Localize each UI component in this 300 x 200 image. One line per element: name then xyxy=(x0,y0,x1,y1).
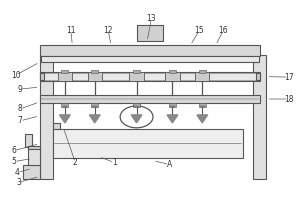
Polygon shape xyxy=(131,115,142,123)
Polygon shape xyxy=(89,115,100,123)
Bar xyxy=(40,73,44,80)
Bar xyxy=(61,103,68,107)
Text: 5: 5 xyxy=(12,157,16,166)
Text: 4: 4 xyxy=(15,168,20,177)
Bar xyxy=(25,134,32,147)
Bar xyxy=(165,72,180,81)
Text: 18: 18 xyxy=(284,95,294,104)
Bar xyxy=(53,123,60,129)
Text: 13: 13 xyxy=(147,14,156,23)
Bar xyxy=(133,70,140,73)
Polygon shape xyxy=(131,115,142,123)
Polygon shape xyxy=(167,115,178,123)
Bar xyxy=(40,95,260,103)
Text: 16: 16 xyxy=(218,26,228,35)
Bar xyxy=(28,146,40,149)
Bar xyxy=(28,147,40,165)
Text: 7: 7 xyxy=(18,116,22,125)
Bar xyxy=(91,103,98,107)
Bar xyxy=(170,106,175,107)
Circle shape xyxy=(120,106,153,128)
Bar xyxy=(91,70,98,73)
Bar xyxy=(199,103,206,107)
Bar xyxy=(199,70,206,73)
Text: 8: 8 xyxy=(18,104,22,113)
Text: 10: 10 xyxy=(11,71,20,80)
Bar xyxy=(40,72,260,81)
Bar xyxy=(169,103,176,107)
Bar xyxy=(134,106,139,107)
Polygon shape xyxy=(197,115,208,123)
Bar xyxy=(253,55,266,179)
Text: 1: 1 xyxy=(112,158,116,167)
Bar xyxy=(62,106,67,107)
Bar xyxy=(40,45,260,56)
Bar xyxy=(200,106,205,107)
Text: 11: 11 xyxy=(66,26,76,35)
Bar xyxy=(53,129,243,158)
Text: 15: 15 xyxy=(194,26,204,35)
Bar xyxy=(61,70,68,73)
Text: 17: 17 xyxy=(284,73,294,82)
Bar xyxy=(41,56,259,62)
Bar xyxy=(133,103,140,107)
Text: 12: 12 xyxy=(103,26,113,35)
Bar xyxy=(23,165,40,179)
Text: 6: 6 xyxy=(12,146,16,155)
Bar xyxy=(92,106,97,107)
Text: 9: 9 xyxy=(18,85,22,94)
Bar xyxy=(256,73,260,80)
Bar xyxy=(88,72,102,81)
Bar xyxy=(136,25,164,41)
Bar xyxy=(169,70,176,73)
Bar xyxy=(195,72,209,81)
Polygon shape xyxy=(59,115,70,123)
Text: A: A xyxy=(167,160,172,169)
Bar xyxy=(41,73,259,80)
Bar xyxy=(129,72,144,81)
Bar xyxy=(134,106,139,107)
Text: 2: 2 xyxy=(73,158,78,167)
Bar xyxy=(58,72,72,81)
Text: 3: 3 xyxy=(16,178,21,187)
Bar xyxy=(40,55,53,179)
Bar xyxy=(133,103,140,107)
